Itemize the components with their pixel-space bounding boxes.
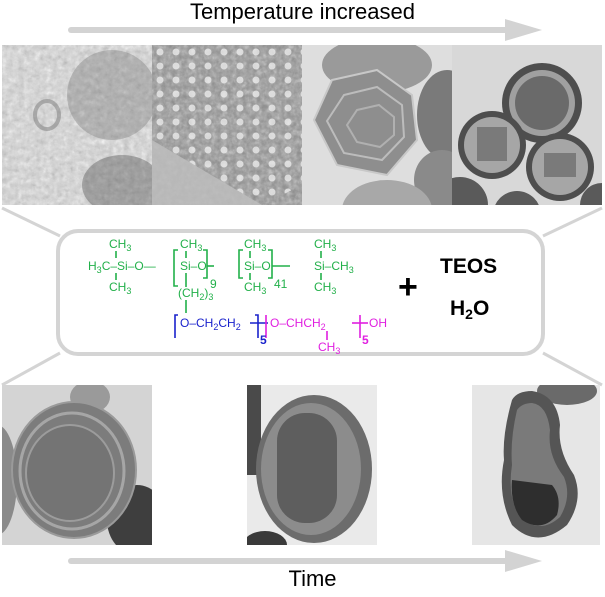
plus-sign: +: [398, 268, 418, 306]
tem-image-gourd-capsule: [472, 385, 600, 545]
tem-image-hollow-spheres: [452, 45, 602, 205]
time-arrow: [68, 550, 542, 572]
connector-lines: [1, 206, 603, 387]
tem-image-ordered-pores: [152, 45, 302, 205]
temperature-arrow: [68, 19, 542, 41]
tem-image-oval-capsule: [247, 385, 377, 545]
time-axis-label: Time: [288, 566, 337, 591]
reagent-teos: TEOS: [440, 255, 498, 278]
reaction-box: [56, 229, 545, 356]
tem-image-polyhedra: [302, 45, 452, 205]
temperature-axis-label: Temperature increased: [189, 0, 415, 24]
tem-image-wormhole: [2, 45, 152, 205]
reagent-water: H2O: [450, 297, 490, 322]
tem-image-multilamellar: [2, 385, 152, 545]
